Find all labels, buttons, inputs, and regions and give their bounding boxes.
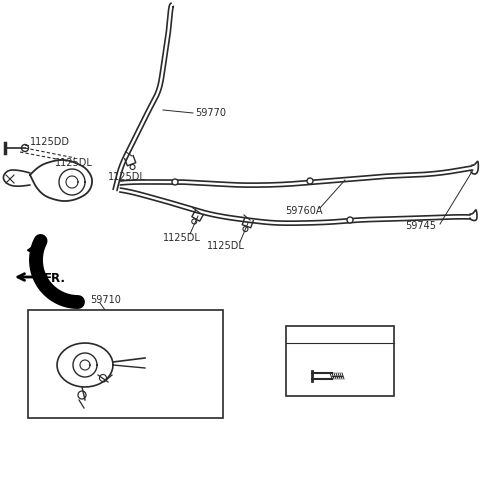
- Bar: [28, 310, 223, 418]
- Text: 1231DB: 1231DB: [112, 371, 151, 381]
- Circle shape: [172, 179, 178, 185]
- Polygon shape: [27, 241, 42, 257]
- Text: 1123AN: 1123AN: [292, 334, 331, 344]
- Text: 59770: 59770: [195, 108, 226, 118]
- Text: FR.: FR.: [44, 272, 66, 284]
- Text: 59710: 59710: [90, 295, 121, 305]
- Text: 1125DL: 1125DL: [207, 241, 245, 251]
- Text: 59745: 59745: [405, 221, 436, 231]
- Bar: [286, 326, 394, 396]
- Text: 1125DL: 1125DL: [163, 233, 201, 243]
- Text: 1125DL: 1125DL: [108, 172, 146, 182]
- Circle shape: [307, 178, 313, 184]
- Text: 59760A: 59760A: [285, 206, 323, 216]
- Text: 1125DL: 1125DL: [55, 158, 93, 168]
- Text: 1125DD: 1125DD: [30, 137, 70, 147]
- Text: 93250D: 93250D: [90, 403, 129, 413]
- Circle shape: [347, 217, 353, 223]
- Text: 59750A: 59750A: [153, 342, 191, 352]
